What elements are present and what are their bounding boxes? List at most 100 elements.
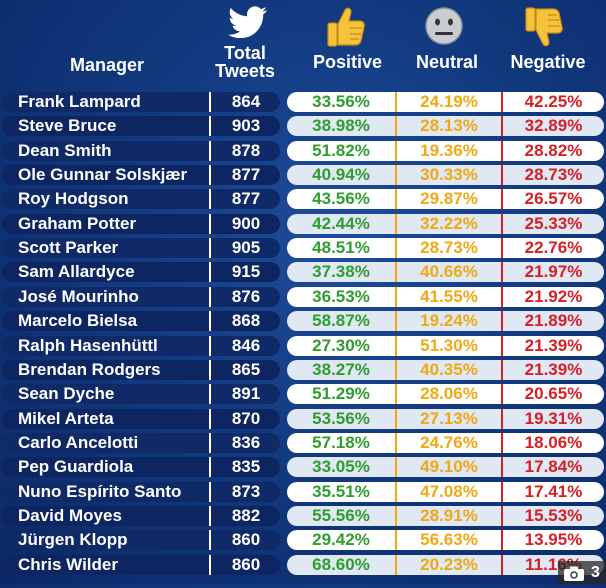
- manager-cell: Marcelo Bielsa 868: [2, 311, 280, 332]
- manager-name: Ralph Hasenhüttl: [18, 335, 158, 355]
- manager-cell: Graham Potter 900: [2, 213, 280, 234]
- negative-value: 21.97%: [524, 262, 583, 282]
- manager-cell: Brendan Rodgers 865: [2, 359, 280, 380]
- neutral-column-header: Neutral: [415, 52, 478, 72]
- manager-cell: Frank Lampard 864: [2, 92, 280, 112]
- value-separator: [395, 262, 397, 283]
- tweets-header-line1: Total: [224, 43, 266, 63]
- positive-value: 27.30%: [312, 335, 370, 355]
- negative-value: 21.92%: [524, 286, 583, 306]
- negative-value: 21.39%: [524, 359, 583, 379]
- tweets-column-header: Total Tweets: [205, 44, 285, 80]
- sentiment-cell: 29.42% 56.63% 13.95%: [287, 530, 604, 551]
- column-divider: [209, 384, 211, 405]
- negative-value: 17.41%: [524, 481, 583, 501]
- positive-value: 57.18%: [312, 432, 370, 452]
- positive-value: 33.56%: [312, 92, 370, 111]
- table-row: Nuno Espírito Santo 873 35.51% 47.08% 17.41%: [0, 480, 606, 504]
- value-separator: [501, 384, 503, 405]
- sentiment-cell: 27.30% 51.30% 21.39%: [287, 335, 604, 356]
- value-separator: [501, 335, 503, 356]
- positive-value: 58.87%: [312, 311, 370, 331]
- sentiment-cell: 37.38% 40.66% 21.97%: [287, 262, 604, 283]
- sentiment-cell: 33.05% 49.10% 17.84%: [287, 457, 604, 478]
- value-separator: [395, 311, 397, 332]
- total-tweets: 900: [231, 213, 261, 233]
- value-separator: [501, 116, 503, 137]
- table-row: Ralph Hasenhüttl 846 27.30% 51.30% 21.39%: [0, 334, 606, 358]
- column-divider: [209, 530, 211, 551]
- table-row: Scott Parker 905 48.51% 28.73% 22.76%: [0, 236, 606, 260]
- table-row: Steve Bruce 903 38.98% 28.13% 32.89%: [0, 114, 606, 138]
- neutral-value: 19.24%: [420, 311, 478, 331]
- table-row: David Moyes 882 55.56% 28.91% 15.53%: [0, 504, 606, 528]
- neutral-value: 56.63%: [420, 530, 478, 550]
- total-tweets: 877: [231, 165, 261, 185]
- value-separator: [395, 384, 397, 405]
- column-divider: [209, 238, 211, 259]
- neutral-value: 32.22%: [420, 213, 478, 233]
- total-tweets: 878: [231, 140, 261, 160]
- table-row: Carlo Ancelotti 836 57.18% 24.76% 18.06%: [0, 431, 606, 455]
- positive-value: 37.38%: [312, 262, 370, 282]
- gallery-badge[interactable]: 3: [558, 561, 606, 584]
- value-separator: [395, 189, 397, 210]
- negative-value: 15.53%: [524, 505, 583, 525]
- total-tweets: 876: [231, 286, 261, 306]
- thumbs-down-icon: [524, 6, 564, 48]
- value-separator: [395, 554, 397, 575]
- value-separator: [395, 359, 397, 380]
- manager-name: Sam Allardyce: [18, 262, 135, 282]
- value-separator: [395, 165, 397, 186]
- sentiment-cell: 51.82% 19.36% 28.82%: [287, 140, 604, 161]
- total-tweets: 865: [231, 359, 261, 379]
- total-tweets: 882: [231, 505, 261, 525]
- value-separator: [501, 286, 503, 307]
- positive-value: 38.27%: [312, 359, 370, 379]
- negative-value: 32.89%: [524, 116, 583, 136]
- positive-value: 38.98%: [312, 116, 370, 136]
- negative-value: 18.06%: [524, 432, 583, 452]
- manager-column-header: Manager: [69, 55, 145, 75]
- total-tweets: 870: [231, 408, 261, 428]
- sentiment-cell: 53.56% 27.13% 19.31%: [287, 408, 604, 429]
- manager-name: Steve Bruce: [18, 116, 117, 136]
- positive-value: 29.42%: [312, 530, 370, 550]
- sentiment-cell: 51.29% 28.06% 20.65%: [287, 384, 604, 405]
- value-separator: [501, 213, 503, 234]
- neutral-value: 30.33%: [420, 165, 478, 185]
- sentiment-cell: 36.53% 41.55% 21.92%: [287, 286, 604, 307]
- manager-name: David Moyes: [18, 505, 122, 525]
- total-tweets: 846: [231, 335, 261, 355]
- column-divider: [209, 335, 211, 356]
- value-separator: [395, 408, 397, 429]
- manager-cell: Jürgen Klopp 860: [2, 530, 280, 551]
- neutral-face-icon: [424, 6, 464, 46]
- column-divider: [209, 92, 211, 112]
- sentiment-cell: 42.44% 32.22% 25.33%: [287, 213, 604, 234]
- value-separator: [501, 262, 503, 283]
- manager-name: Brendan Rodgers: [18, 359, 161, 379]
- column-divider: [209, 189, 211, 210]
- value-separator: [501, 311, 503, 332]
- manager-cell: Steve Bruce 903: [2, 116, 280, 137]
- column-divider: [209, 408, 211, 429]
- manager-cell: Sean Dyche 891: [2, 384, 280, 405]
- neutral-value: 20.23%: [420, 554, 478, 574]
- value-separator: [501, 457, 503, 478]
- value-separator: [501, 359, 503, 380]
- negative-value: 42.25%: [524, 92, 583, 111]
- sentiment-cell: 58.87% 19.24% 21.89%: [287, 311, 604, 332]
- manager-name: Mikel Arteta: [18, 408, 114, 428]
- negative-value: 22.76%: [524, 238, 583, 258]
- value-separator: [395, 140, 397, 161]
- negative-value: 20.65%: [524, 384, 583, 404]
- column-divider: [209, 457, 211, 478]
- sentiment-cell: 40.94% 30.33% 28.73%: [287, 165, 604, 186]
- manager-cell: José Mourinho 876: [2, 286, 280, 307]
- neutral-value: 19.36%: [420, 140, 478, 160]
- total-tweets: 835: [231, 457, 261, 477]
- neutral-value: 24.19%: [420, 92, 478, 111]
- negative-column-header: Negative: [510, 52, 586, 72]
- tweets-header-line2: Tweets: [215, 61, 275, 81]
